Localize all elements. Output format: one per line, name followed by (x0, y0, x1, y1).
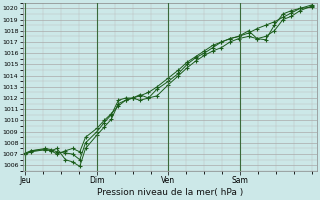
X-axis label: Pression niveau de la mer( hPa ): Pression niveau de la mer( hPa ) (97, 188, 243, 197)
